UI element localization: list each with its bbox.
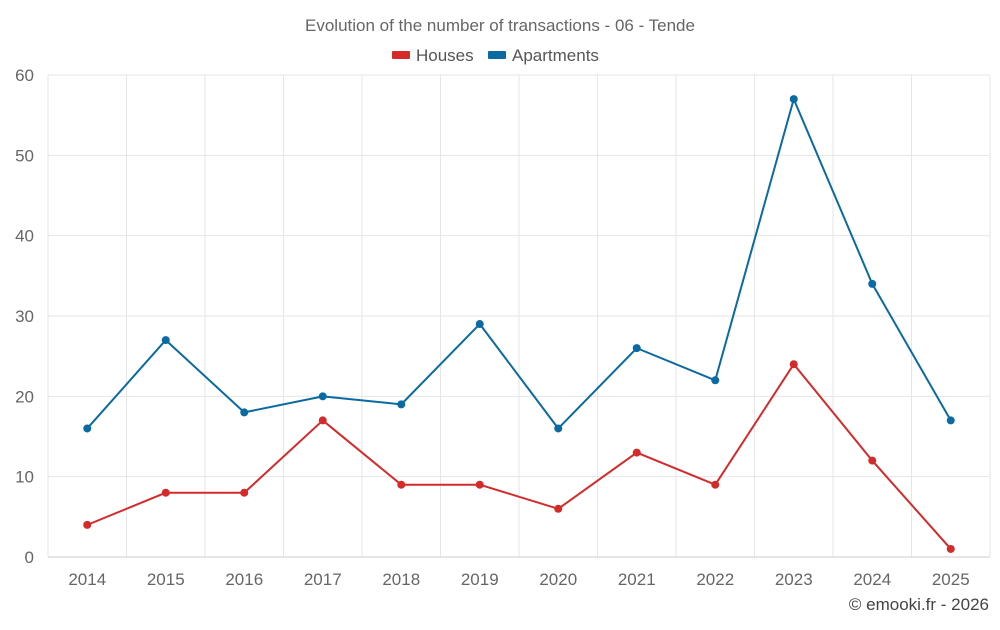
data-point-apartments[interactable]: [161, 336, 170, 345]
data-point-houses[interactable]: [83, 520, 92, 529]
legend-item-apartments[interactable]: Apartments: [488, 46, 599, 65]
data-point-houses[interactable]: [318, 416, 327, 425]
y-tick-label: 10: [15, 468, 34, 487]
x-tick-label: 2014: [68, 570, 106, 589]
data-point-houses[interactable]: [554, 504, 563, 513]
data-point-apartments[interactable]: [240, 408, 249, 417]
data-point-apartments[interactable]: [83, 424, 92, 433]
data-point-houses[interactable]: [475, 480, 484, 489]
chart-title: Evolution of the number of transactions …: [305, 16, 695, 35]
x-tick-label: 2017: [304, 570, 342, 589]
legend-label-houses: Houses: [416, 46, 474, 65]
data-point-houses[interactable]: [397, 480, 406, 489]
x-tick-label: 2019: [461, 570, 499, 589]
data-point-houses[interactable]: [711, 480, 720, 489]
data-point-apartments[interactable]: [946, 416, 955, 425]
y-tick-label: 60: [15, 66, 34, 85]
data-point-houses[interactable]: [868, 456, 877, 465]
data-point-houses[interactable]: [161, 488, 170, 497]
data-point-apartments[interactable]: [554, 424, 563, 433]
data-point-houses[interactable]: [632, 448, 641, 457]
y-tick-label: 0: [25, 548, 34, 567]
credit-text: © emooki.fr - 2026: [849, 595, 989, 614]
data-point-apartments[interactable]: [632, 344, 641, 353]
data-point-houses[interactable]: [240, 488, 249, 497]
x-tick-label: 2021: [618, 570, 656, 589]
series-houses: [83, 360, 955, 553]
data-point-apartments[interactable]: [397, 400, 406, 409]
data-point-apartments[interactable]: [868, 279, 877, 288]
y-tick-label: 50: [15, 146, 34, 165]
series-line-houses: [86, 363, 952, 550]
x-tick-label: 2020: [539, 570, 577, 589]
data-point-apartments[interactable]: [711, 376, 720, 385]
legend-swatch-houses: [392, 51, 410, 59]
data-point-apartments[interactable]: [475, 320, 484, 329]
x-tick-label: 2023: [775, 570, 813, 589]
data-point-houses[interactable]: [946, 544, 955, 553]
series-lines: [83, 95, 955, 553]
x-tick-label: 2024: [853, 570, 891, 589]
x-tick-label: 2022: [696, 570, 734, 589]
x-tick-label: 2016: [225, 570, 263, 589]
y-tick-label: 40: [15, 227, 34, 246]
series-apartments: [83, 95, 955, 433]
y-axis: 0 10 20 30 40 50 60: [15, 66, 34, 567]
legend: Houses Apartments: [392, 46, 599, 65]
x-tick-label: 2018: [382, 570, 420, 589]
legend-item-houses[interactable]: Houses: [392, 46, 474, 65]
legend-label-apartments: Apartments: [512, 46, 599, 65]
data-point-houses[interactable]: [789, 360, 798, 369]
data-point-apartments[interactable]: [318, 392, 327, 401]
series-line-apartments: [86, 98, 952, 430]
grid: [47, 74, 991, 557]
x-axis: 2014 2015 2016 2017 2018 2019 2020 2021 2022 2023…: [48, 556, 990, 589]
x-tick-label: 2025: [932, 570, 970, 589]
y-tick-label: 30: [15, 307, 34, 326]
data-point-apartments[interactable]: [789, 95, 798, 104]
legend-swatch-apartments: [488, 51, 506, 59]
y-tick-label: 20: [15, 387, 34, 406]
x-tick-label: 2015: [147, 570, 185, 589]
